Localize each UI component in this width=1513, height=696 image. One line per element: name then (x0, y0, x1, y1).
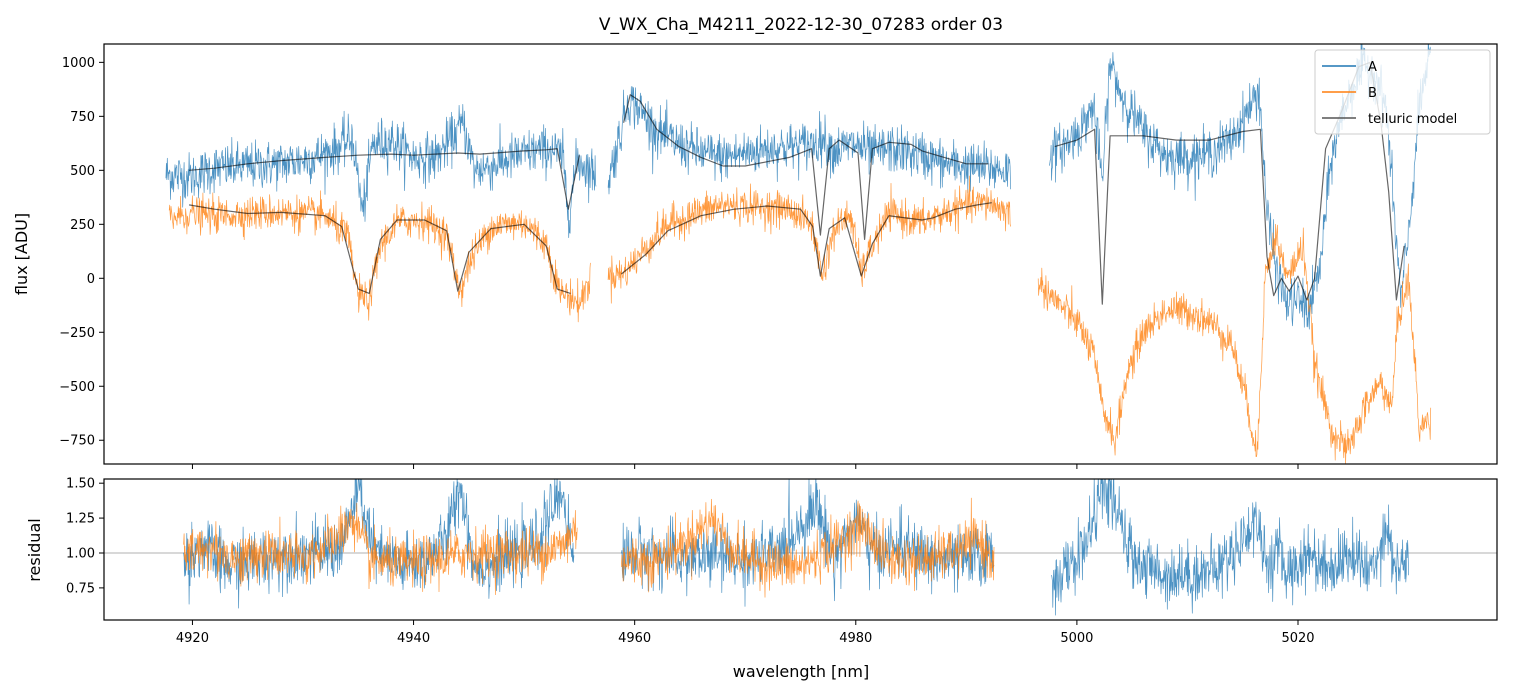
residual-xtick-label: 4980 (839, 631, 872, 646)
residual-xtick-label: 4920 (176, 631, 209, 646)
flux-series-a-segment-1 (607, 86, 1011, 195)
residual-series-a-segment-2 (1051, 479, 1409, 616)
residual-ytick-label: 1.50 (66, 477, 95, 492)
flux-ytick-label: 750 (70, 110, 95, 125)
residual-ytick-label: 1.00 (66, 546, 95, 561)
flux-panel: −750 −500 −250 0 250 500 750 1000 flux [ADU] (12, 43, 1498, 469)
residual-axes-frame (103, 478, 1498, 621)
residual-series-b-segment-0 (183, 502, 578, 596)
residual-series-a-segment-0 (183, 479, 575, 609)
flux-series-b-segment-1 (607, 175, 1011, 304)
residual-xtick-label: 5000 (1060, 631, 1093, 646)
flux-ytick-label: 250 (70, 218, 95, 233)
residual-xtick-label: 5020 (1281, 631, 1314, 646)
residual-xtick-label: 4940 (397, 631, 430, 646)
legend-label-telluric: telluric model (1368, 112, 1457, 127)
legend-label-b: B (1368, 86, 1377, 101)
legend: A B telluric model (1314, 49, 1491, 135)
flux-series-a-segment-0 (165, 104, 597, 238)
x-axis-label: wavelength [nm] (733, 662, 870, 681)
residual-xtick-label: 4960 (618, 631, 651, 646)
flux-y-axis-label: flux [ADU] (12, 213, 31, 295)
flux-series-b-segment-2 (1037, 223, 1432, 464)
residual-ytick-label: 1.25 (66, 512, 95, 527)
flux-ytick-label: 1000 (62, 56, 95, 71)
flux-ytick-label: 500 (70, 164, 95, 179)
flux-series-b-segment-0 (168, 190, 591, 323)
flux-ytick-label: −750 (59, 434, 95, 449)
flux-series-telluric-model-segment-0 (189, 148, 580, 210)
chart-title: V_WX_Cha_M4211_2022-12-30_07283 order 03 (599, 15, 1003, 35)
flux-series-telluric-model-b--segment-1 (621, 202, 992, 277)
residual-panel: 0.75 1.00 1.25 1.50 4920 4940 4960 4980 5000 502… (25, 477, 1498, 681)
residual-y-axis-label: residual (25, 518, 44, 581)
legend-box (1314, 49, 1491, 135)
flux-axes-frame (103, 43, 1498, 465)
flux-series-telluric-model-segment-1 (623, 94, 989, 240)
flux-ytick-label: 0 (87, 272, 95, 287)
residual-ytick-label: 0.75 (66, 581, 95, 596)
legend-label-a: A (1368, 60, 1377, 75)
residual-series-a-segment-1 (621, 479, 995, 607)
residual-series-b-segment-1 (621, 497, 995, 598)
flux-ytick-label: −250 (59, 326, 95, 341)
flux-ytick-label: −500 (59, 380, 95, 395)
flux-series-telluric-model-b--segment-0 (189, 204, 571, 294)
